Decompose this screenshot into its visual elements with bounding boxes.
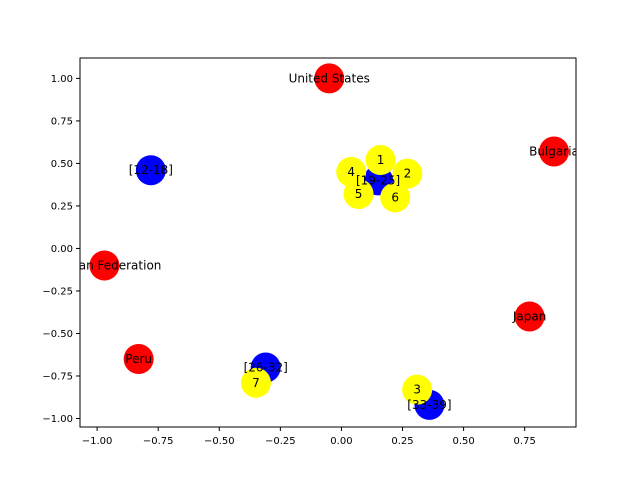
node-label: United States [289, 71, 370, 85]
node-label: [19-25] [356, 173, 400, 187]
node-label: 1 [377, 153, 385, 167]
node-country-marker [123, 343, 154, 374]
x-tick-label: 0.00 [330, 436, 352, 447]
node-labels-layer: United States Bulgaria Russian Federation J… [47, 71, 579, 412]
x-axis-ticks: −1.00 −0.75 −0.50 −0.25 0.00 0.25 0.50 0.75 [82, 427, 536, 447]
node-member-marker [343, 179, 374, 210]
node-label: 7 [252, 376, 260, 390]
x-tick-label: −1.00 [82, 436, 113, 447]
node-member-marker [392, 158, 423, 189]
x-tick-label: −0.75 [143, 436, 174, 447]
node-country-marker [89, 250, 120, 281]
x-tick-label: −0.50 [204, 436, 235, 447]
node-label: [12-18] [129, 163, 173, 177]
node-country-marker [314, 63, 345, 94]
x-tick-label: −0.25 [265, 436, 296, 447]
node-label: Japan [512, 309, 546, 323]
node-label: 5 [355, 187, 363, 201]
node-label: Peru [125, 352, 152, 366]
node-label: 4 [347, 165, 355, 179]
y-tick-label: −0.50 [42, 329, 73, 340]
y-tick-label: −0.25 [42, 286, 73, 297]
x-tick-label: 0.75 [514, 436, 536, 447]
node-member-marker [402, 374, 433, 405]
node-label: 2 [404, 167, 412, 181]
node-label: Russian Federation [47, 258, 161, 272]
y-tick-label: 1.00 [51, 74, 73, 85]
y-axis-ticks: 1.00 0.75 0.50 0.25 0.00 −0.25 −0.50 −0.75 −1.00 [42, 74, 80, 425]
x-tick-label: 0.50 [452, 436, 474, 447]
y-tick-label: −0.75 [42, 371, 73, 382]
node-label: 3 [413, 383, 421, 397]
axes-frame [79, 57, 577, 428]
y-tick-label: −1.00 [42, 414, 73, 425]
node-label: [26-32] [244, 360, 288, 374]
node-country-marker [514, 301, 545, 332]
y-tick-label: 0.25 [51, 201, 73, 212]
node-member-marker [240, 367, 271, 398]
node-country-marker [539, 136, 570, 167]
plot-area: United States Bulgaria Russian Federation J… [47, 63, 579, 420]
y-tick-label: 0.50 [51, 159, 73, 170]
nodes-layer [89, 63, 570, 420]
node-member-marker [365, 145, 396, 176]
node-member-marker [380, 182, 411, 213]
node-label: [33-39] [407, 398, 451, 412]
x-tick-label: 0.25 [391, 436, 413, 447]
y-tick-label: 0.75 [51, 116, 73, 127]
node-group-marker [135, 155, 166, 186]
node-label: Bulgaria [529, 145, 579, 159]
y-tick-label: 0.00 [51, 244, 73, 255]
node-label: 6 [391, 190, 399, 204]
